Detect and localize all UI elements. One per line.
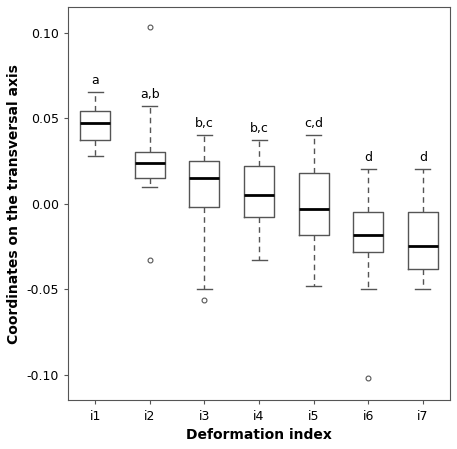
X-axis label: Deformation index: Deformation index	[186, 428, 332, 442]
Text: d: d	[419, 151, 427, 164]
Text: b,c: b,c	[195, 117, 214, 130]
Text: a: a	[91, 75, 99, 88]
Text: d: d	[364, 151, 372, 164]
Text: c,d: c,d	[304, 117, 323, 130]
Y-axis label: Coordinates on the transversal axis: Coordinates on the transversal axis	[7, 64, 21, 343]
Text: a,b: a,b	[140, 88, 159, 101]
Text: b,c: b,c	[250, 122, 268, 135]
